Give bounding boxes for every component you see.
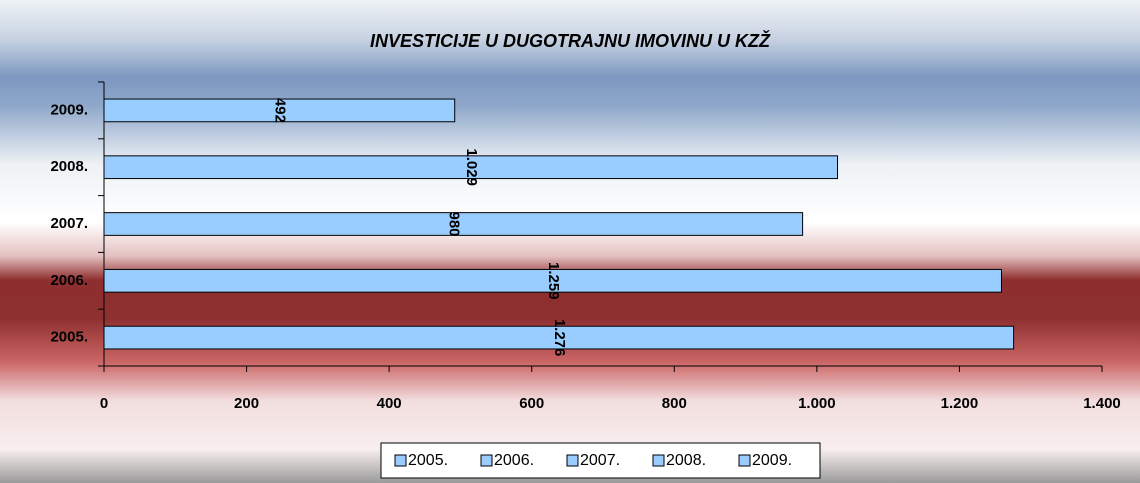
legend-swatch <box>566 454 579 467</box>
legend-swatch <box>652 454 665 467</box>
legend-swatch <box>738 454 751 467</box>
bar <box>103 155 839 180</box>
bar <box>103 212 804 236</box>
bar <box>103 268 1002 293</box>
x-tick-label: 600 <box>519 395 544 412</box>
x-tick-label: 800 <box>662 395 687 412</box>
y-tick-label: 2005. <box>50 329 88 346</box>
value-label: 980 <box>445 211 462 236</box>
x-tick-label: 200 <box>234 395 259 412</box>
x-tick-label: 1.200 <box>941 395 979 412</box>
x-tick-label: 1.400 <box>1083 395 1121 412</box>
legend-label: 2006. <box>494 452 534 469</box>
x-tick-label: 0 <box>100 395 108 412</box>
legend-swatch <box>480 454 493 467</box>
legend-label: 2009. <box>752 452 792 469</box>
bar <box>103 325 1015 350</box>
legend-label: 2008. <box>666 452 706 469</box>
y-tick-label: 2007. <box>50 215 88 232</box>
y-tick-label: 2009. <box>50 101 88 118</box>
value-label: 1.029 <box>463 148 480 186</box>
legend-label: 2007. <box>580 452 620 469</box>
x-tick-label: 1.000 <box>798 395 836 412</box>
value-label: 492 <box>271 98 288 123</box>
y-tick-label: 2008. <box>50 158 88 175</box>
legend-swatch <box>394 454 407 467</box>
y-tick-label: 2006. <box>50 272 88 289</box>
x-tick-label: 400 <box>377 395 402 412</box>
bar <box>103 98 456 123</box>
value-label: 1.259 <box>545 262 562 300</box>
value-label: 1.276 <box>551 319 568 357</box>
chart-title: INVESTICIJE U DUGOTRAJNU IMOVINU U KZŽ <box>370 30 771 51</box>
legend-label: 2005. <box>408 452 448 469</box>
